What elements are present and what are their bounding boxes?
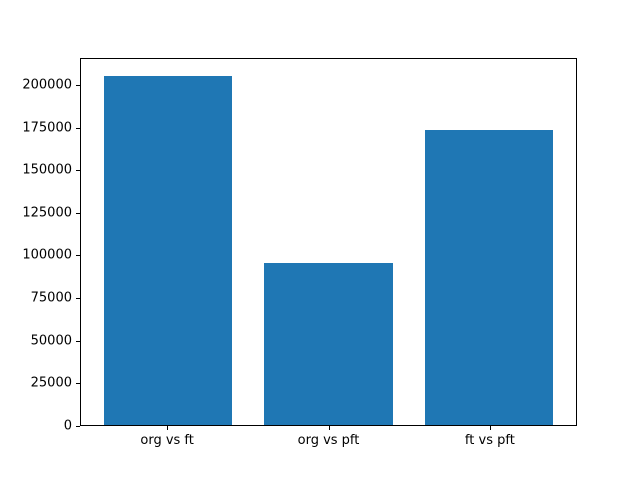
- y-tick-mark: [76, 85, 80, 86]
- y-tick-label: 125000: [22, 205, 72, 221]
- bar-org-vs-pft: [264, 263, 393, 425]
- y-tick-mark: [76, 383, 80, 384]
- x-tick-label: ft vs pft: [464, 433, 515, 448]
- y-tick-mark: [76, 341, 80, 342]
- y-tick-mark: [76, 298, 80, 299]
- x-tick-mark: [329, 426, 330, 430]
- plot-area: [80, 58, 577, 426]
- y-tick-label: 25000: [30, 375, 72, 391]
- y-tick-mark: [76, 255, 80, 256]
- y-tick-mark: [76, 426, 80, 427]
- bar-org-vs-ft: [103, 76, 233, 425]
- x-tick-mark: [490, 426, 491, 430]
- x-tick-label: org vs pft: [297, 433, 360, 448]
- bar-ft-vs-pft: [424, 129, 554, 425]
- y-tick-label: 50000: [30, 333, 72, 349]
- y-tick-mark: [76, 170, 80, 171]
- y-tick-label: 200000: [22, 77, 72, 93]
- y-tick-label: 150000: [22, 162, 72, 178]
- y-tick-mark: [76, 128, 80, 129]
- x-tick-mark: [167, 426, 168, 430]
- y-tick-label: 0: [63, 418, 72, 434]
- x-tick-label: org vs ft: [140, 433, 194, 448]
- y-tick-mark: [76, 213, 80, 214]
- y-tick-label: 75000: [30, 290, 72, 306]
- y-tick-label: 100000: [22, 247, 72, 263]
- y-tick-label: 175000: [22, 120, 72, 136]
